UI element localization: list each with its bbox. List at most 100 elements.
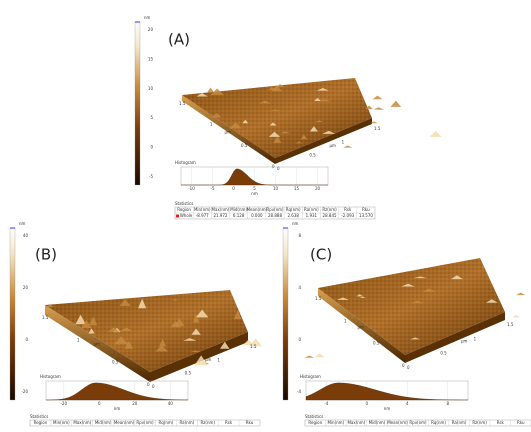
colorbar-tick: 0	[150, 145, 153, 150]
statistics-title: Statistics	[305, 414, 323, 419]
axis-tick: 1.5	[507, 322, 514, 327]
table-header: Rpv(nm)	[266, 207, 284, 212]
table-cell: -2.093	[341, 213, 354, 218]
table-header: Mid(nm)	[369, 420, 386, 425]
axis-tick: 0	[147, 382, 150, 387]
histogram-tick: 0	[232, 186, 235, 191]
axis-tick: 1.5	[315, 296, 322, 301]
axis-tick: 1.5	[250, 344, 257, 349]
surface-peak	[430, 131, 442, 137]
table-header: Rz(nm)	[322, 207, 337, 212]
table-header: Rpv(nm)	[409, 420, 427, 425]
axis-tick: 1.5	[374, 126, 381, 131]
axis-tick: 1.5	[42, 315, 49, 320]
colorbar	[283, 228, 288, 400]
axis-tick: 0	[407, 365, 410, 370]
axis-tick: 0.5	[112, 360, 119, 365]
axis-tick: 1	[77, 337, 80, 342]
histogram-unit: nm	[251, 191, 258, 196]
axis-tick: 0	[277, 166, 280, 171]
colorbar-unit: nm	[292, 221, 299, 226]
table-cell: 0.000	[251, 213, 263, 218]
surface-peak	[343, 146, 352, 148]
histogram-tick: -4	[324, 401, 328, 406]
table-header: Ra(nm)	[452, 420, 467, 425]
table-header: Max(nm)	[347, 420, 365, 425]
colorbar-tick: 0	[25, 337, 28, 342]
colorbar-tick: 40	[23, 233, 29, 238]
table-header: Rsk	[497, 420, 505, 425]
axis-tick: 0.5	[241, 143, 248, 148]
histogram-unit: nm	[114, 406, 121, 411]
table-cell: 13.570	[359, 213, 373, 218]
histogram-tick: 20	[132, 401, 138, 406]
table-cell: 21.972	[213, 213, 227, 218]
axis-tick: 1	[342, 139, 345, 144]
axis-tick: 0.5	[373, 341, 380, 346]
histogram-title: Histogram	[175, 160, 196, 165]
histogram-tick: -5	[211, 186, 215, 191]
axis-unit: µm	[461, 339, 468, 344]
table-header: Rsk	[225, 420, 233, 425]
surface-peak	[372, 96, 382, 100]
row-marker	[176, 215, 179, 218]
table-header: Min(nm)	[327, 420, 344, 425]
histogram-unit: nm	[384, 406, 391, 411]
colorbar-tick: 5	[150, 115, 153, 120]
axis-tick: 0	[402, 363, 405, 368]
table-cell: 2.638	[287, 213, 299, 218]
table-header: Rpv(nm)	[136, 420, 154, 425]
histogram-tick: 0	[365, 401, 368, 406]
table-cell: 28.888	[268, 213, 282, 218]
table-header: Region	[34, 420, 48, 425]
histogram-title: Histogram	[40, 374, 61, 379]
axis-unit: µm	[225, 130, 232, 135]
surface-peak	[304, 356, 314, 358]
panel-label: (B)	[35, 246, 57, 264]
colorbar-tick: 4	[298, 285, 301, 290]
table-header: Rsk	[344, 207, 352, 212]
table-cell: -8.977	[196, 213, 209, 218]
colorbar-tick: -4	[297, 389, 301, 394]
histogram-tick: 40	[168, 401, 174, 406]
table-header: Region	[177, 207, 191, 212]
table-header: Rku	[246, 420, 254, 425]
colorbar-tick: 0	[298, 337, 301, 342]
axis-tick: 0	[152, 384, 155, 389]
axis-tick: 1.5	[179, 101, 186, 106]
axis-unit: µm	[358, 325, 365, 330]
table-header: Mid(nm)	[95, 420, 112, 425]
axis-tick: 0	[272, 164, 275, 169]
table-header: Max(nm)	[212, 207, 230, 212]
histogram-tick: 15	[294, 186, 300, 191]
colorbar-tick: 8	[298, 233, 301, 238]
axis-tick: 1	[210, 122, 213, 127]
surface-peak	[512, 315, 520, 318]
panel-label: (A)	[168, 31, 190, 49]
axis-tick: 1	[344, 318, 347, 323]
table-header: Rq(nm)	[286, 207, 301, 212]
axis-unit: µm	[205, 357, 212, 362]
surface-peak	[516, 293, 525, 295]
histogram-tick: 4	[406, 401, 409, 406]
table-header: Min(nm)	[194, 207, 211, 212]
histogram-area	[46, 383, 188, 400]
figure: nm20151050-5(A)µmµm000.50.5111.51.5Histo…	[0, 0, 531, 432]
histogram-tick: -10	[188, 186, 195, 191]
histogram-area	[306, 383, 468, 400]
axis-unit: µm	[94, 342, 101, 347]
histogram-tick: 8	[446, 401, 449, 406]
statistics-title: Statistics	[175, 201, 193, 206]
colorbar-tick: -20	[21, 389, 28, 394]
axis-tick: 1	[474, 336, 477, 341]
table-header: Ra(nm)	[179, 420, 194, 425]
histogram-tick: 20	[315, 186, 321, 191]
table-header: Rku	[517, 420, 525, 425]
axis-tick: 0.5	[440, 351, 447, 356]
table-header: Mean(nm)	[114, 420, 135, 425]
colorbar-tick: 20	[148, 27, 154, 32]
colorbar-tick: -5	[149, 174, 153, 179]
histogram-tick: 10	[273, 186, 279, 191]
histogram-title: Histogram	[300, 374, 321, 379]
histogram-tick: -20	[60, 401, 67, 406]
